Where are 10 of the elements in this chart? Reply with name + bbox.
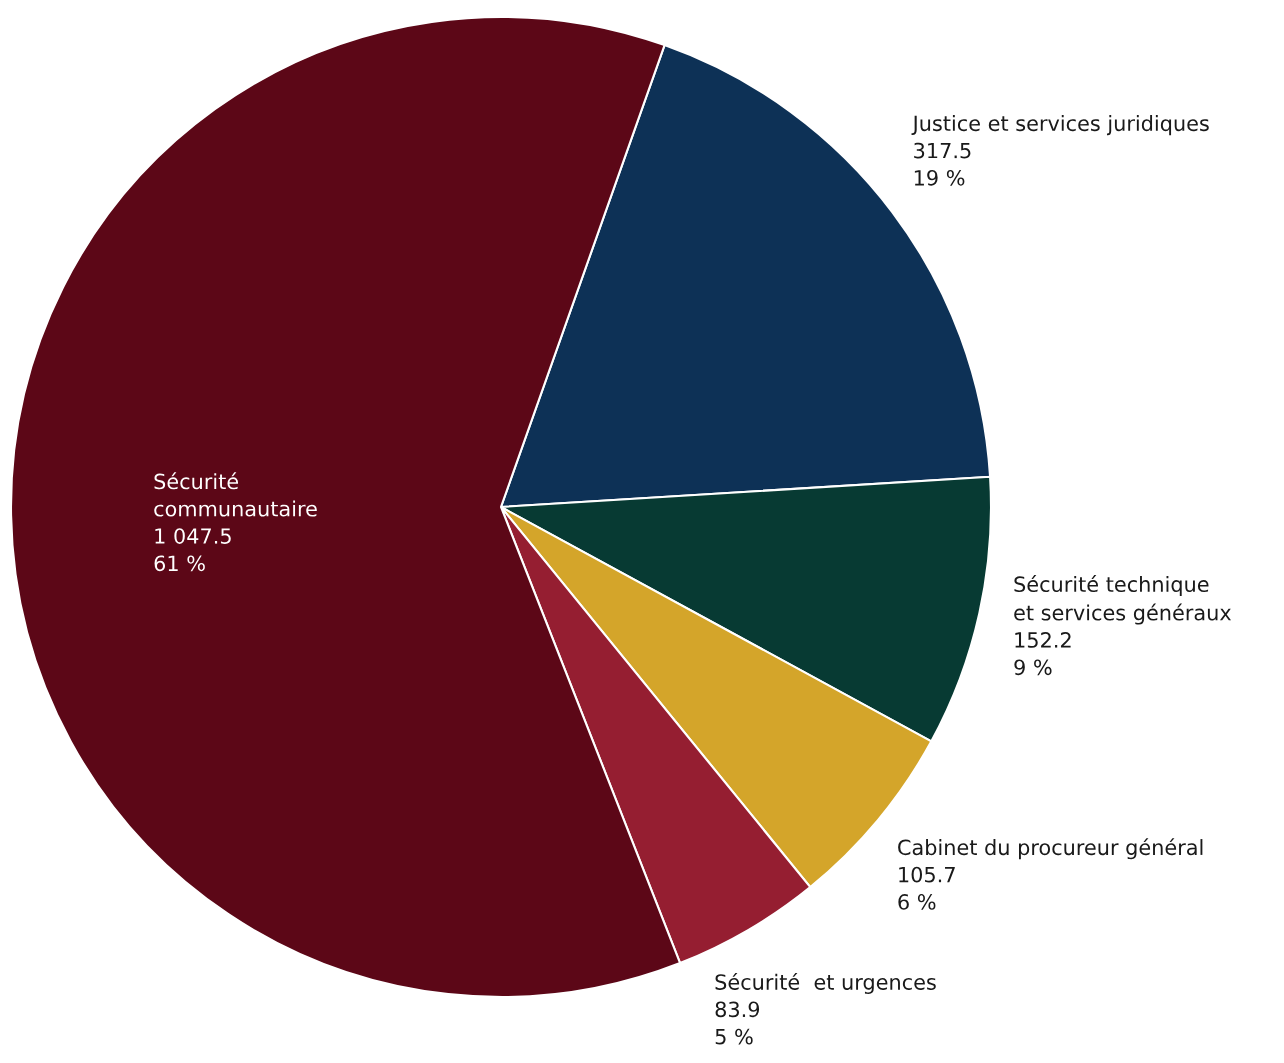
slice-label: Sécurité technique et services généraux: [1014, 575, 1232, 625]
slice-label: Sécurité communautaire: [154, 472, 317, 517]
data-label: 152.2 9 %: [1014, 632, 1071, 676]
slice-label: Sécurité et urgences: [715, 972, 936, 994]
data-label: 317.5 19 %: [914, 142, 971, 186]
data-label: 105.7 6 %: [898, 866, 955, 910]
slice-label: Cabinet du procureur général: [898, 838, 1203, 860]
data-label: 1 047.5 61 %: [154, 528, 231, 572]
data-label: 83.9 5 %: [715, 1001, 760, 1045]
slice-label: Justice et services juridiques: [911, 115, 1209, 136]
